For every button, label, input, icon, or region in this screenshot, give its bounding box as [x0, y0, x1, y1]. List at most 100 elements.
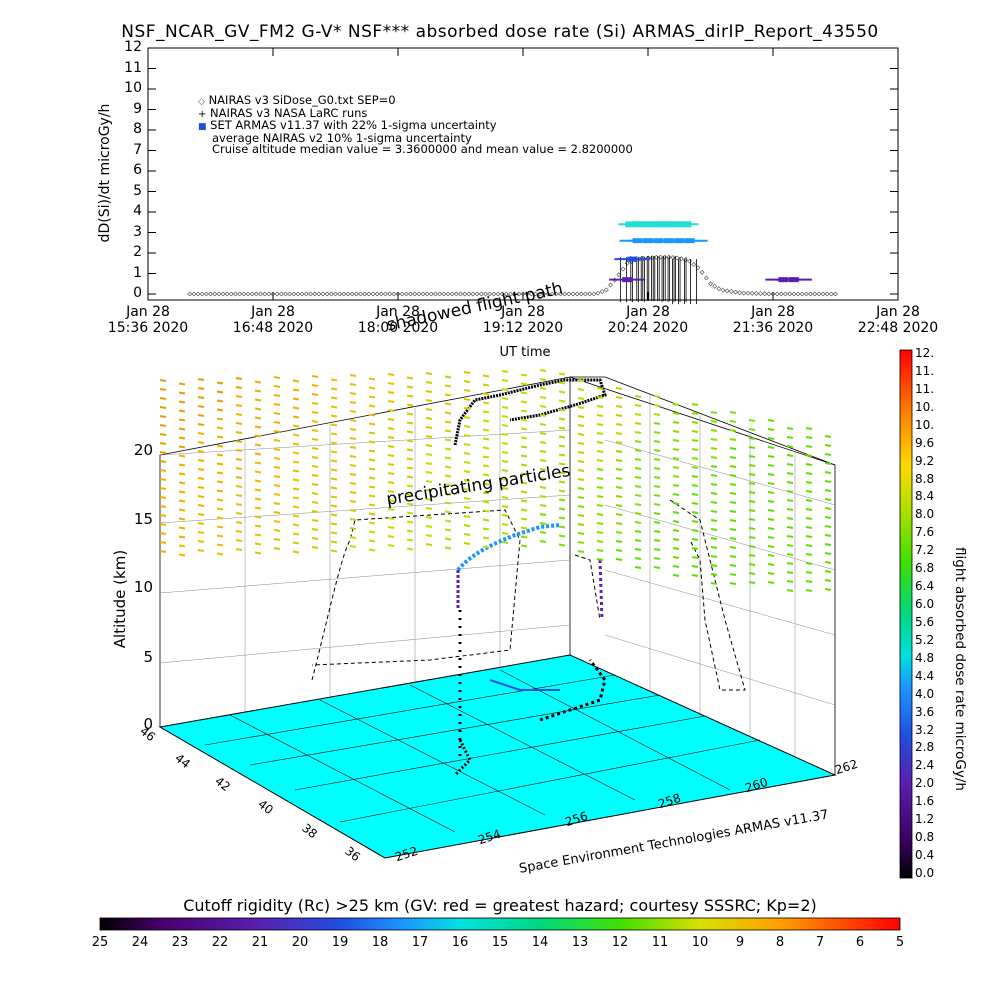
dose-stick	[729, 582, 737, 585]
nairas-sidose-point	[483, 291, 488, 297]
dose-stick	[634, 395, 642, 398]
dose-stick	[748, 581, 756, 584]
dose-stick	[805, 454, 813, 457]
shadowed-flight-path-right	[669, 499, 746, 691]
nairas-sidose-point	[778, 291, 784, 297]
dose-stick	[691, 538, 699, 541]
dose-stick	[463, 371, 471, 374]
dose-stick	[729, 420, 737, 423]
dose-stick	[216, 390, 224, 394]
nairas-sidose-point	[412, 291, 418, 297]
dose-stick	[197, 486, 205, 489]
nairas-sidose-point	[245, 291, 251, 297]
dose-stick	[463, 461, 471, 464]
right-colorbar-tick-label: 3.2	[915, 722, 935, 737]
dose-stick	[805, 553, 813, 556]
dose-stick	[786, 571, 794, 574]
nairas-sidose-point	[783, 291, 788, 297]
dose-stick	[254, 479, 262, 483]
dose-stick	[539, 495, 547, 498]
dose-stick	[672, 547, 680, 550]
dose-stick	[539, 459, 547, 462]
nairas-sidose-point	[478, 291, 484, 297]
dose-stick	[729, 555, 737, 558]
dose-stick	[387, 544, 395, 547]
nairas-sidose-point	[278, 291, 284, 297]
dose-stick	[539, 522, 547, 525]
top-x-tick-label: 19:12 2020	[482, 320, 564, 336]
dose-stick	[805, 499, 813, 502]
dose-stick	[729, 429, 737, 432]
3d-panel	[158, 376, 837, 859]
dose-stick	[159, 550, 167, 553]
nairas-sidose-point	[387, 291, 393, 297]
dose-stick	[387, 427, 395, 430]
dose-stick	[596, 531, 604, 534]
dose-stick	[577, 478, 585, 481]
dose-stick	[311, 384, 319, 387]
dose-stick	[672, 493, 680, 496]
dose-stick	[786, 445, 794, 448]
dose-stick	[178, 418, 186, 422]
dose-stick	[520, 373, 528, 377]
right-colorbar-tick-label: 1.2	[915, 812, 935, 827]
dose-stick	[767, 428, 775, 431]
dose-stick	[349, 446, 357, 449]
dose-stick	[425, 381, 433, 384]
dose-stick	[235, 395, 243, 398]
nairas-sidose-point	[262, 291, 268, 297]
dose-stick	[197, 387, 205, 390]
dose-stick	[273, 403, 281, 406]
dose-stick	[729, 474, 737, 477]
dose-stick	[596, 522, 604, 525]
ground-track-right	[539, 659, 607, 722]
nairas-sidose-point	[516, 291, 522, 297]
dose-stick	[444, 501, 452, 505]
dose-stick	[577, 505, 585, 508]
dose-stick	[520, 472, 528, 476]
dose-stick	[444, 546, 452, 550]
dose-stick	[653, 467, 661, 470]
nairas-sidose-point	[199, 291, 205, 297]
dose-stick	[653, 566, 661, 569]
nairas-sidose-point	[795, 291, 801, 297]
dose-stick	[216, 462, 224, 466]
dose-stick	[254, 425, 262, 429]
dose-stick	[254, 488, 262, 492]
dose-stick	[634, 530, 642, 533]
legend-item-4: Cruise altitude median value = 3.3600000…	[198, 143, 633, 155]
dose-stick	[311, 411, 319, 414]
bottom-colorbar-tick-label: 11	[651, 935, 669, 950]
dose-stick	[178, 553, 186, 557]
dose-stick	[444, 492, 452, 496]
dose-stick	[824, 480, 832, 483]
dose-stick	[406, 484, 414, 488]
dose-stick	[444, 420, 452, 424]
dose-stick	[387, 445, 395, 448]
dose-stick	[634, 512, 642, 515]
dose-stick	[463, 479, 471, 482]
dose-stick	[558, 444, 566, 448]
dose-stick	[805, 580, 813, 583]
dose-stick	[387, 436, 395, 439]
dose-stick	[444, 375, 452, 379]
dose-stick	[691, 439, 699, 442]
dose-stick	[786, 472, 794, 475]
dose-stick	[653, 539, 661, 542]
dose-stick	[824, 543, 832, 546]
dose-stick	[178, 526, 186, 530]
dose-stick	[425, 372, 433, 375]
nairas-sidose-point	[699, 269, 705, 275]
dose-stick	[539, 450, 547, 453]
dose-stick	[558, 507, 566, 511]
dose-stick	[577, 550, 585, 553]
dose-stick	[824, 489, 832, 492]
nairas-sidose-point	[758, 291, 763, 297]
dose-stick	[292, 478, 300, 482]
dose-stick	[558, 525, 566, 529]
nairas-sidose-point	[503, 291, 509, 297]
dose-stick	[482, 410, 490, 414]
dose-stick	[672, 529, 680, 532]
dose-stick	[786, 562, 794, 565]
